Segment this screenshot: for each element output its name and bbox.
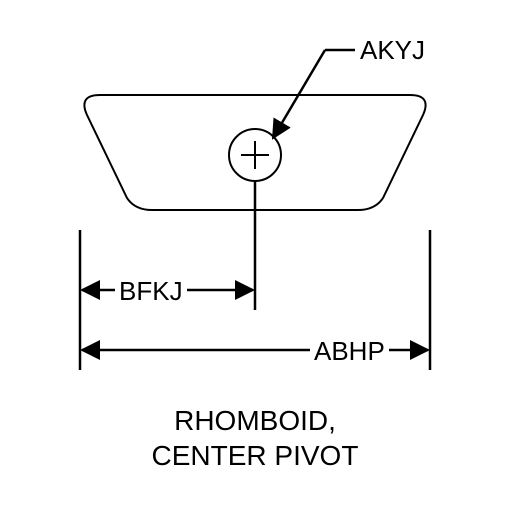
abhp-label: ABHP xyxy=(310,336,389,367)
diagram-stage: AKYJ BFKJ ABHP RHOMBOID, CENTER PIVOT xyxy=(0,0,510,510)
callout-label: AKYJ xyxy=(360,35,425,66)
title-line2: CENTER PIVOT xyxy=(0,440,510,472)
bfkj-label: BFKJ xyxy=(115,276,187,307)
title-line1: RHOMBOID, xyxy=(0,405,510,437)
